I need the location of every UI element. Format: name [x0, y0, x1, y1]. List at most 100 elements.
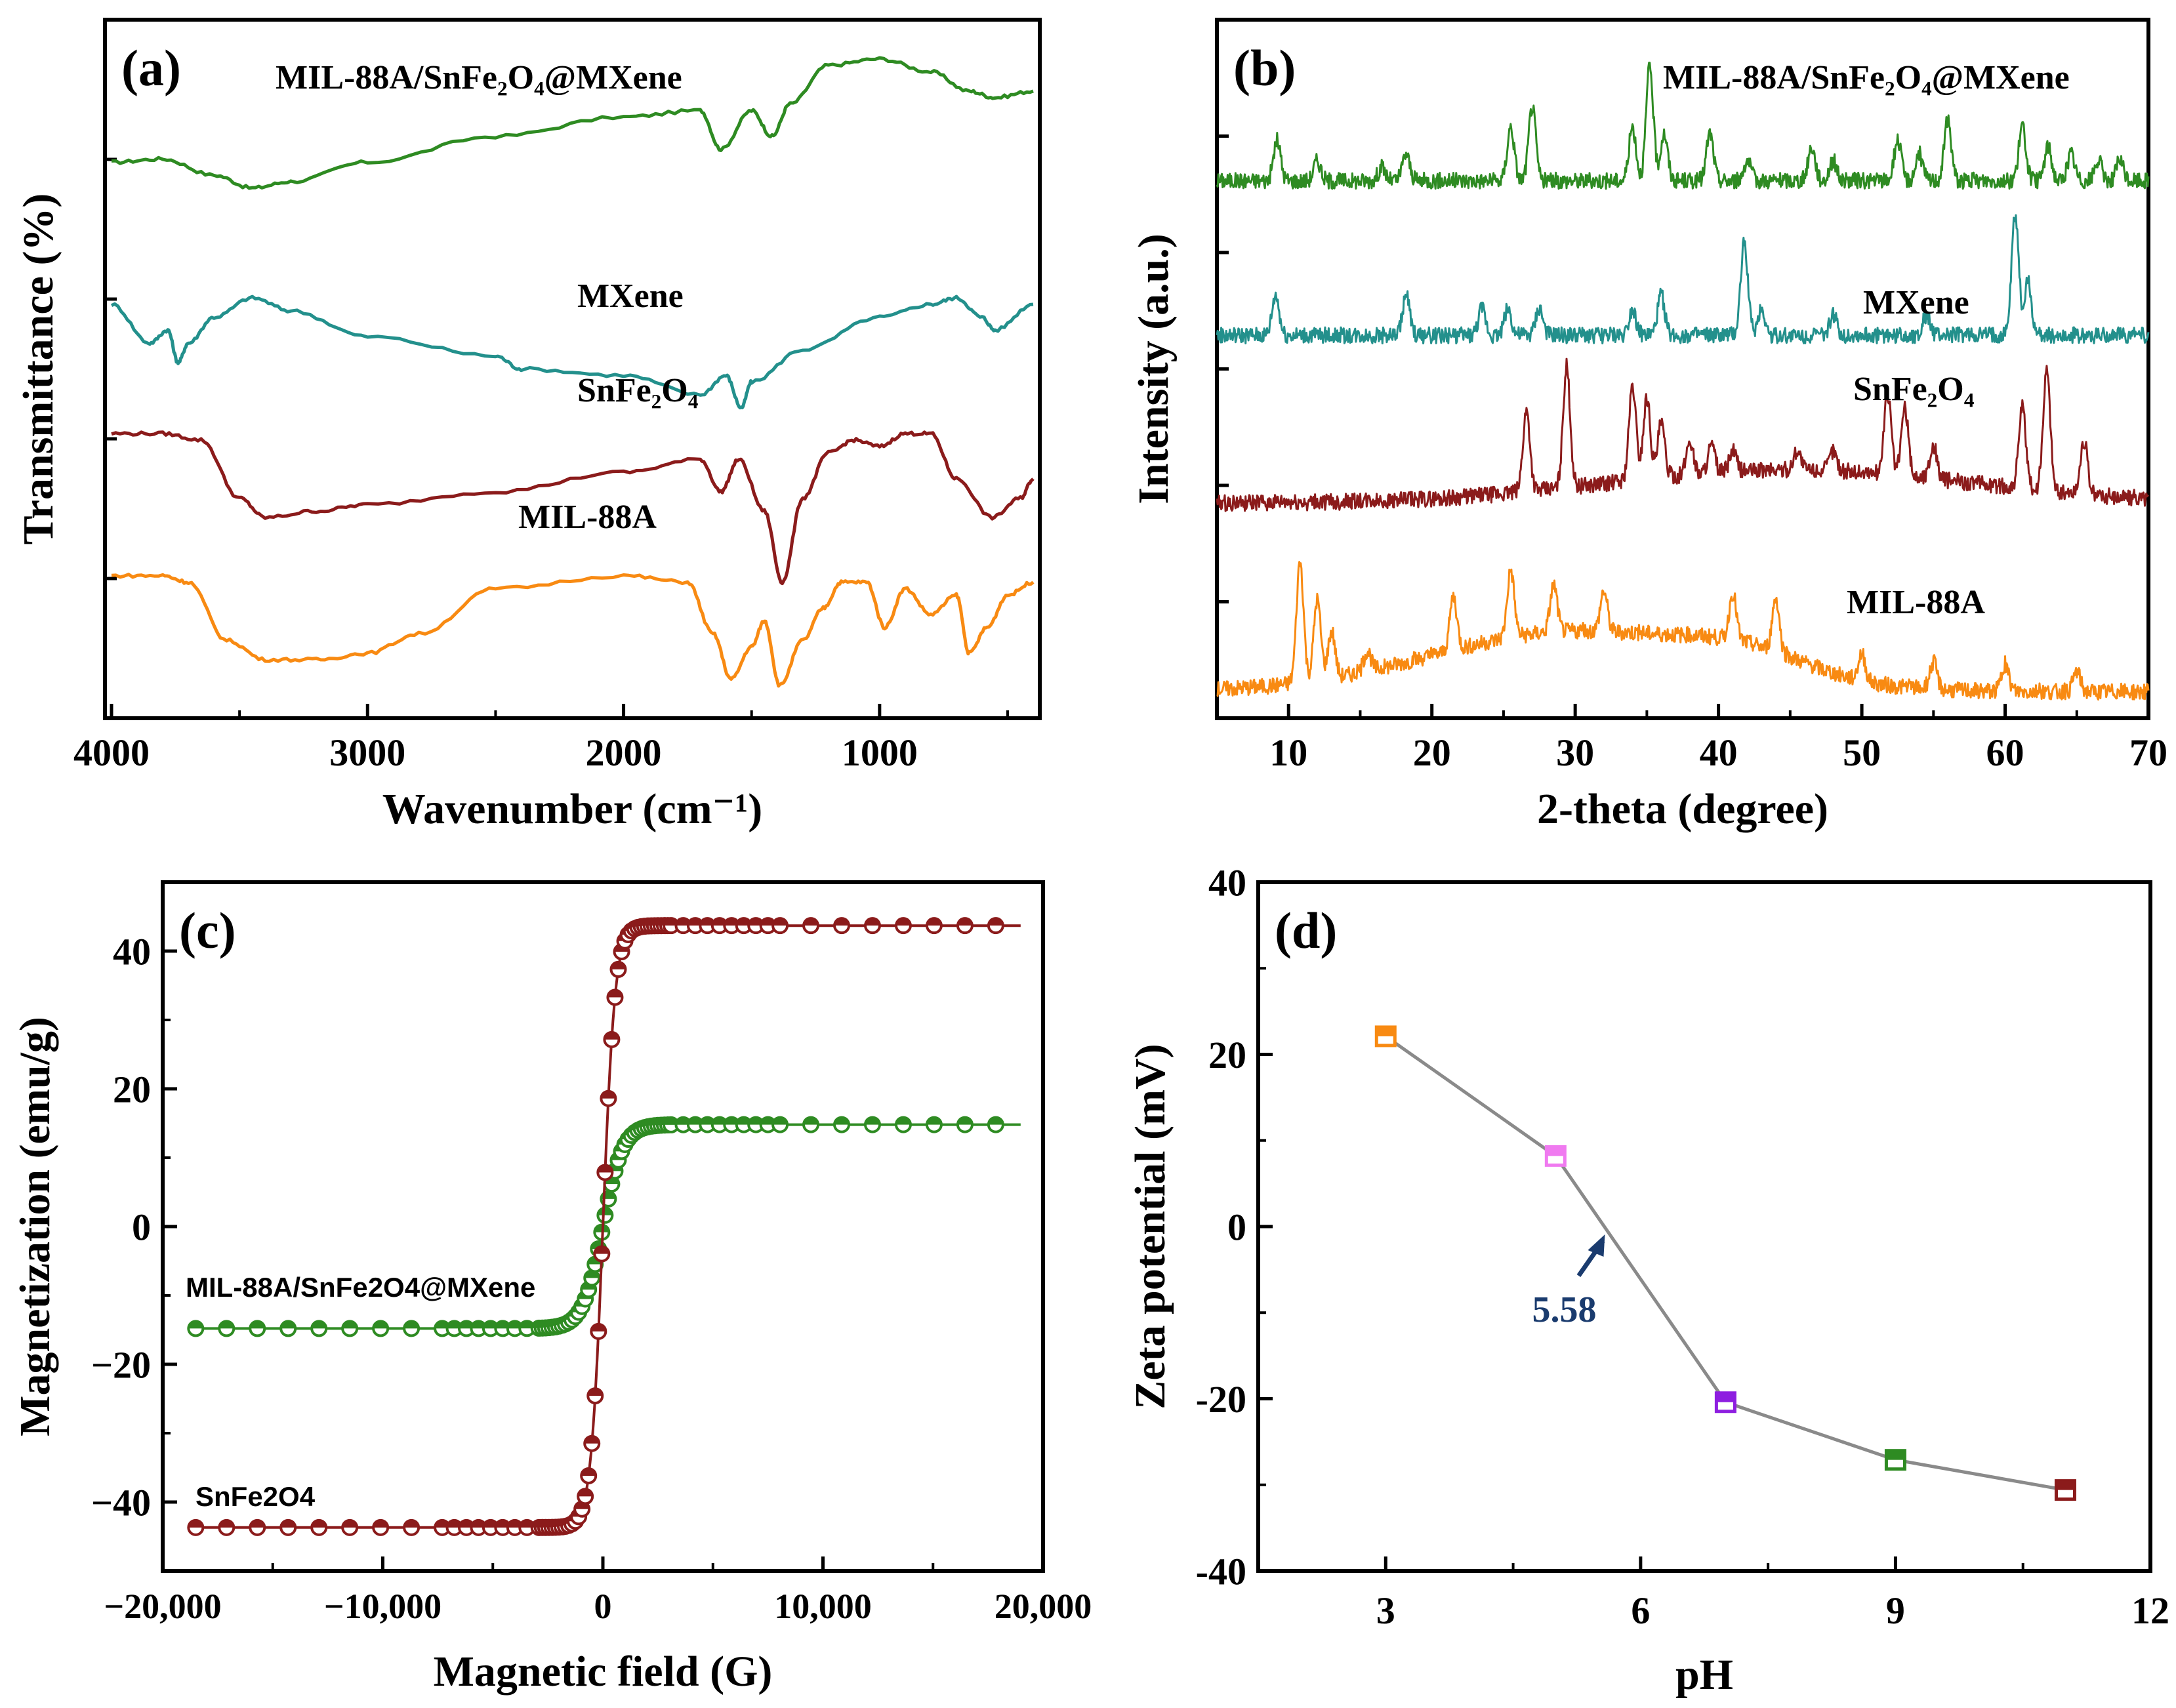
data-point-fill: [604, 1032, 619, 1040]
series-label: SnFe₂O₄: [1853, 371, 1975, 408]
y-axis-label: Zeta potential (mV): [1126, 1044, 1174, 1409]
x-tick-label: 2000: [586, 731, 662, 774]
x-tick-label: 30: [1556, 731, 1594, 774]
x-tick-label: 6: [1631, 1589, 1650, 1632]
data-point-fill: [591, 1324, 606, 1332]
x-tick-label: 10: [1269, 731, 1307, 774]
data-point-fill: [435, 1520, 450, 1528]
data-point-fill: [957, 1117, 972, 1125]
data-point-fill: [700, 1117, 715, 1125]
data-point-fill: [1886, 1450, 1905, 1460]
series-label: MXene: [1863, 284, 1969, 321]
x-axis-label: Magnetic field (G): [434, 1648, 773, 1696]
annotation-label: 5.58: [1532, 1290, 1596, 1330]
series-line: [1216, 561, 2150, 701]
series-label: MIL-88A/SnFe2O4@MXene: [186, 1272, 535, 1303]
x-tick-label: 20: [1413, 731, 1451, 774]
x-tick-label: 70: [2129, 731, 2167, 774]
data-point-fill: [495, 1321, 510, 1329]
x-axis-label: 2-theta (degree): [1537, 785, 1828, 833]
y-tick-label: 20: [1208, 1034, 1246, 1076]
series-label: MIL-88A/SnFe₂O₄@MXene: [1663, 59, 2070, 96]
x-axis-label: pH: [1675, 1651, 1733, 1699]
panel-d: (d) 3 6 9 12 -40 -20 0 20 40 pH Zeta potential (mV)…: [1126, 861, 2169, 1699]
panel-label: (b): [1233, 39, 1296, 96]
data-point-fill: [373, 1321, 388, 1329]
data-point-fill: [988, 918, 1003, 926]
data-point-fill: [188, 1520, 203, 1528]
data-point-fill: [834, 918, 850, 926]
y-tick-label: 40: [113, 930, 151, 973]
y-tick-label: -20: [1196, 1378, 1246, 1421]
data-point-fill: [404, 1321, 419, 1329]
data-point-fill: [804, 918, 819, 926]
data-point-fill: [676, 918, 691, 926]
data-point-fill: [520, 1520, 535, 1528]
arrow-head: [1588, 1234, 1605, 1257]
panel-b: (b) 10 20 30 40 50 60 70 2-theta (degree) Intensi…: [1130, 18, 2167, 833]
x-tick-label: 9: [1886, 1589, 1905, 1632]
x-tick-label: 12: [2131, 1589, 2169, 1632]
data-point-fill: [520, 1321, 535, 1329]
data-point-fill: [736, 1117, 751, 1125]
data-point-fill: [865, 918, 880, 926]
data-point-fill: [760, 918, 775, 926]
data-point-fill: [1716, 1393, 1735, 1402]
panel-label: (d): [1275, 902, 1337, 959]
panel-c: (c) −20,000 −10,000 0 10,000 20,000 −40 −20 0 20 4…: [11, 880, 1092, 1696]
series-label: MXene: [577, 277, 684, 315]
data-point-fill: [988, 1117, 1003, 1125]
data-point-fill: [483, 1520, 498, 1528]
data-point-fill: [447, 1520, 462, 1528]
series-label: SnFe₂O₄: [577, 372, 699, 409]
series-line: [195, 924, 1021, 1529]
data-point-fill: [459, 1321, 474, 1329]
data-point-fill: [664, 918, 679, 926]
y-tick-label: 40: [1208, 861, 1246, 904]
data-point-fill: [688, 918, 703, 926]
x-tick-label: 1000: [842, 731, 918, 774]
data-point-fill: [2056, 1480, 2075, 1490]
panel-label: (a): [121, 39, 181, 96]
x-axis-label: Wavenumber (cm⁻¹): [382, 785, 763, 833]
data-point-fill: [507, 1321, 522, 1329]
data-point-fill: [957, 918, 972, 926]
data-point-fill: [598, 1165, 613, 1173]
panel-a: (a) 4000 3000 2000 1000 Wavenumber (cm⁻¹) Tran…: [14, 18, 1042, 833]
series-line: [1216, 214, 2150, 344]
data-point-fill: [342, 1520, 358, 1528]
data-point-fill: [724, 918, 739, 926]
data-point-fill: [700, 918, 715, 926]
data-point-fill: [581, 1468, 596, 1476]
x-tick-label: −10,000: [324, 1587, 441, 1626]
data-point-fill: [926, 1117, 941, 1125]
data-point-fill: [834, 1117, 850, 1125]
series-line: [1216, 62, 2150, 190]
series-label: MIL-88A: [518, 498, 657, 536]
data-point-fill: [773, 1117, 788, 1125]
data-point-fill: [250, 1321, 265, 1329]
y-tick-label: 20: [113, 1068, 151, 1110]
data-point-fill: [865, 1117, 880, 1125]
x-tick-label: −20,000: [104, 1587, 221, 1626]
data-point-fill: [773, 918, 788, 926]
panel-label: (c): [179, 902, 236, 959]
data-point-fill: [598, 1208, 613, 1215]
series-line: [111, 430, 1035, 586]
data-point-fill: [447, 1321, 462, 1329]
data-point-fill: [483, 1321, 498, 1329]
series-label: SnFe2O4: [195, 1481, 316, 1512]
y-tick-label: −40: [91, 1481, 151, 1524]
x-tick-label: 50: [1843, 731, 1881, 774]
plot-frame: [103, 18, 1042, 720]
series-line: [111, 56, 1034, 190]
data-point-fill: [664, 1117, 679, 1125]
data-point-fill: [588, 1389, 603, 1396]
data-point-fill: [736, 918, 751, 926]
series-line: [110, 295, 1034, 410]
data-point-fill: [1376, 1027, 1395, 1036]
data-point-fill: [601, 1091, 616, 1099]
data-point-fill: [471, 1520, 486, 1528]
y-tick-label: 0: [1227, 1206, 1246, 1248]
